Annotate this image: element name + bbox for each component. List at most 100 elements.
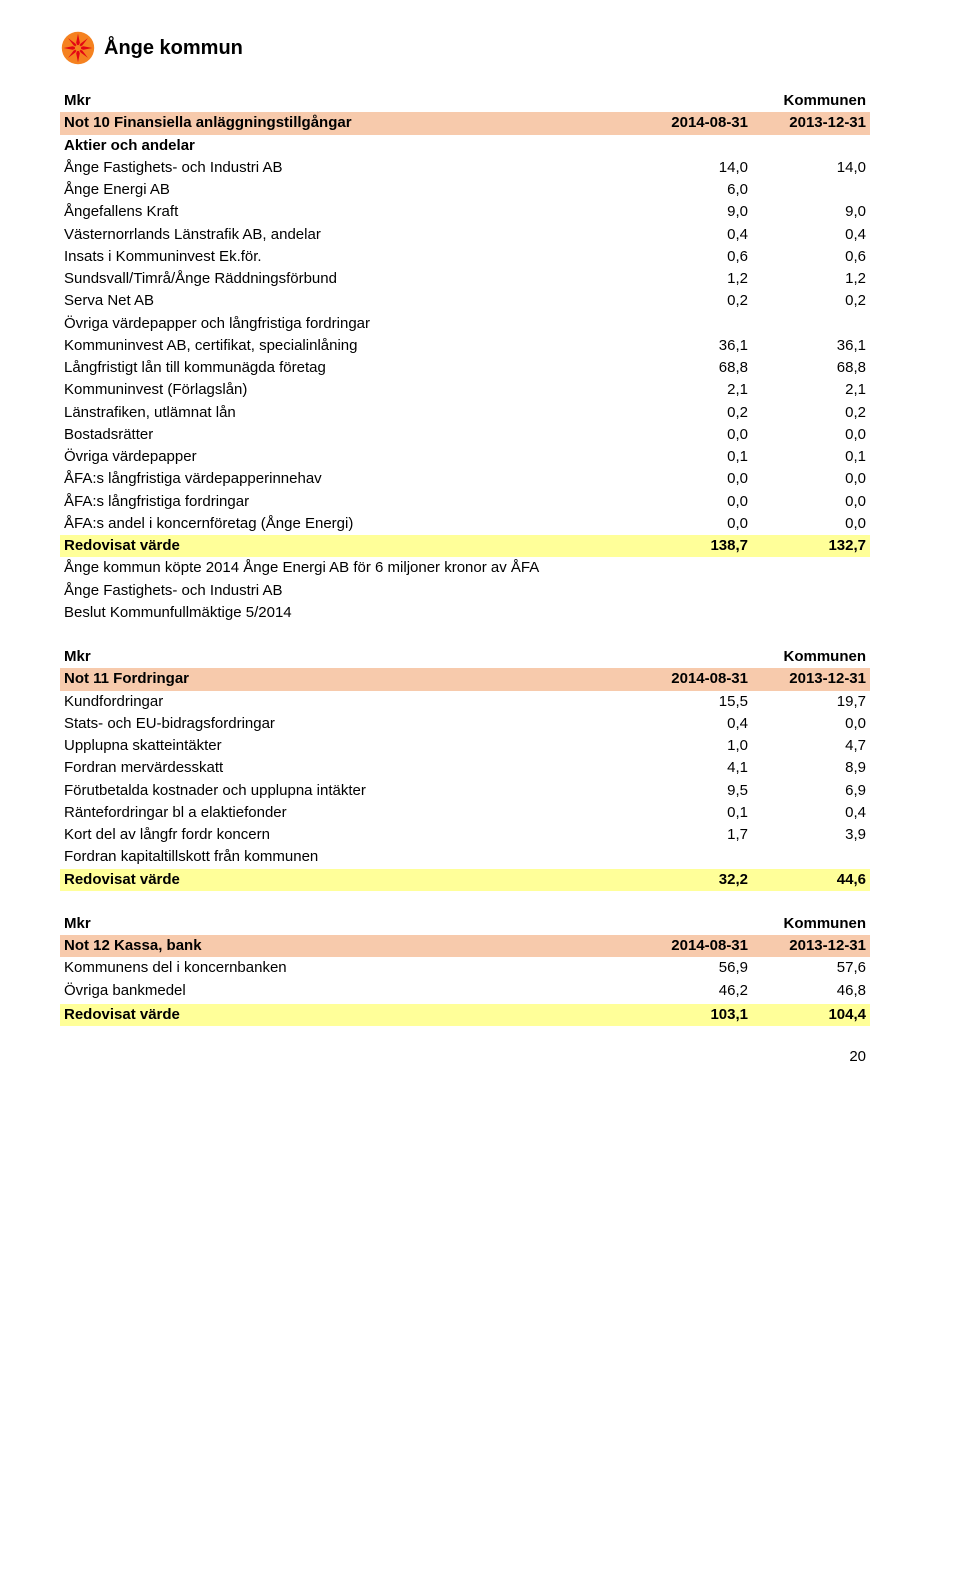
row-label: Fordran kapitaltillskott från kommunen [60, 846, 634, 868]
row-label: Västernorrlands Länstrafik AB, andelar [60, 224, 634, 246]
row-val-a [634, 313, 752, 335]
table-title: Not 12 Kassa, bank [60, 935, 634, 957]
row-val-a: 0,1 [634, 446, 752, 468]
table-not-12: Mkr Kommunen Not 12 Kassa, bank 2014-08-… [60, 913, 870, 1026]
sum-label: Redovisat värde [60, 869, 634, 891]
row-val-b: 57,6 [752, 957, 870, 979]
sum-row: Redovisat värde 32,2 44,6 [60, 869, 870, 891]
document-page: Ånge kommun Mkr Kommunen Not 10 Finansie… [0, 0, 960, 1095]
table-header-row: Not 11 Fordringar 2014-08-31 2013-12-31 [60, 668, 870, 690]
table-row: Bostadsrätter0,00,0 [60, 424, 870, 446]
table-row: Kort del av långfr fordr koncern1,73,9 [60, 824, 870, 846]
row-label: Bostadsrätter [60, 424, 634, 446]
row-val-a: 1,7 [634, 824, 752, 846]
row-val-b: 3,9 [752, 824, 870, 846]
kommunen-label [634, 90, 752, 112]
row-val-a: 46,2 [634, 980, 752, 1002]
table-row: Räntefordringar bl a elaktiefonder0,10,4 [60, 802, 870, 824]
kommunen-label: Kommunen [752, 646, 870, 668]
row-val-a: 0,2 [634, 290, 752, 312]
table-row: Västernorrlands Länstrafik AB, andelar0,… [60, 224, 870, 246]
row-val-b: 0,0 [752, 713, 870, 735]
row-val-a: 0,0 [634, 468, 752, 490]
note-row: Ånge kommun köpte 2014 Ånge Energi AB fö… [60, 557, 870, 579]
row-label: Ånge Fastighets- och Industri AB [60, 157, 634, 179]
kommunen-label: Kommunen [752, 913, 870, 935]
ange-kommun-logo-icon [60, 30, 96, 66]
table-top-row: Mkr Kommunen [60, 90, 870, 112]
org-header: Ånge kommun [60, 30, 870, 66]
note-row: Ånge Fastighets- och Industri AB [60, 580, 870, 602]
row-val-a: 56,9 [634, 957, 752, 979]
kommunen-label-2: Kommunen [752, 90, 870, 112]
row-label: Kommuninvest AB, certifikat, specialinlå… [60, 335, 634, 357]
row-label: ÅFA:s långfristiga fordringar [60, 491, 634, 513]
row-val-a: 4,1 [634, 757, 752, 779]
row-val-b: 0,0 [752, 424, 870, 446]
table-row: Ångefallens Kraft9,09,0 [60, 201, 870, 223]
row-val-a: 1,0 [634, 735, 752, 757]
row-label: Räntefordringar bl a elaktiefonder [60, 802, 634, 824]
table-not-11: Mkr Kommunen Not 11 Fordringar 2014-08-3… [60, 646, 870, 891]
row-val-b: 14,0 [752, 157, 870, 179]
row-label: Sundsvall/Timrå/Ånge Räddningsförbund [60, 268, 634, 290]
row-label: Ångefallens Kraft [60, 201, 634, 223]
row-label: Övriga bankmedel [60, 980, 634, 1002]
row-val-b: 0,4 [752, 802, 870, 824]
row-val-a: 0,0 [634, 424, 752, 446]
row-val-b [752, 179, 870, 201]
table-row: Övriga värdepapper och långfristiga ford… [60, 313, 870, 335]
note-text: Ånge kommun köpte 2014 Ånge Energi AB fö… [60, 557, 870, 579]
table-row: Upplupna skatteintäkter1,04,7 [60, 735, 870, 757]
table-top-row: Mkr Kommunen [60, 646, 870, 668]
table-row: Serva Net AB0,20,2 [60, 290, 870, 312]
row-val-a [634, 846, 752, 868]
row-label: Övriga värdepapper och långfristiga ford… [60, 313, 634, 335]
sum-val-a: 103,1 [634, 1004, 752, 1026]
row-val-a: 2,1 [634, 379, 752, 401]
table-row: Insats i Kommuninvest Ek.för.0,60,6 [60, 246, 870, 268]
table-row: Sundsvall/Timrå/Ånge Räddningsförbund1,2… [60, 268, 870, 290]
row-val-a: 0,0 [634, 491, 752, 513]
row-label: Förutbetalda kostnader och upplupna intä… [60, 780, 634, 802]
table-row: ÅFA:s andel i koncernföretag (Ånge Energ… [60, 513, 870, 535]
table-header-row: Not 12 Kassa, bank 2014-08-31 2013-12-31 [60, 935, 870, 957]
row-val-b: 1,2 [752, 268, 870, 290]
row-val-a [634, 135, 752, 157]
sum-row: Redovisat värde 103,1 104,4 [60, 1004, 870, 1026]
sum-val-b: 132,7 [752, 535, 870, 557]
table-row: ÅFA:s långfristiga fordringar0,00,0 [60, 491, 870, 513]
table-title: Not 10 Finansiella anläggningstillgångar [60, 112, 634, 134]
table-header-row: Not 10 Finansiella anläggningstillgångar… [60, 112, 870, 134]
row-label: Kommunens del i koncernbanken [60, 957, 634, 979]
row-val-b: 46,8 [752, 980, 870, 1002]
sum-val-b: 104,4 [752, 1004, 870, 1026]
table-not-10: Mkr Kommunen Not 10 Finansiella anläggni… [60, 90, 870, 624]
row-val-a: 14,0 [634, 157, 752, 179]
table-row: Övriga värdepapper0,10,1 [60, 446, 870, 468]
row-label: Insats i Kommuninvest Ek.för. [60, 246, 634, 268]
row-val-b [752, 313, 870, 335]
row-val-b: 2,1 [752, 379, 870, 401]
row-val-b: 0,2 [752, 402, 870, 424]
row-val-a: 0,0 [634, 513, 752, 535]
table-row: Aktier och andelar [60, 135, 870, 157]
mkr-label: Mkr [60, 913, 634, 935]
row-val-b: 0,0 [752, 468, 870, 490]
row-label: Serva Net AB [60, 290, 634, 312]
table-row: Ånge Fastighets- och Industri AB14,014,0 [60, 157, 870, 179]
table-row: Fordran mervärdesskatt4,18,9 [60, 757, 870, 779]
row-label: Kundfordringar [60, 691, 634, 713]
sum-val-b: 44,6 [752, 869, 870, 891]
row-val-b: 0,0 [752, 491, 870, 513]
row-val-b: 4,7 [752, 735, 870, 757]
row-val-b: 8,9 [752, 757, 870, 779]
row-val-b: 6,9 [752, 780, 870, 802]
note-text: Beslut Kommunfullmäktige 5/2014 [60, 602, 870, 624]
table-row: Kommunens del i koncernbanken56,957,6 [60, 957, 870, 979]
row-val-b: 0,0 [752, 513, 870, 535]
sum-label: Redovisat värde [60, 1004, 634, 1026]
table-row: ÅFA:s långfristiga värdepapperinnehav0,0… [60, 468, 870, 490]
row-val-b: 0,2 [752, 290, 870, 312]
row-val-a: 1,2 [634, 268, 752, 290]
